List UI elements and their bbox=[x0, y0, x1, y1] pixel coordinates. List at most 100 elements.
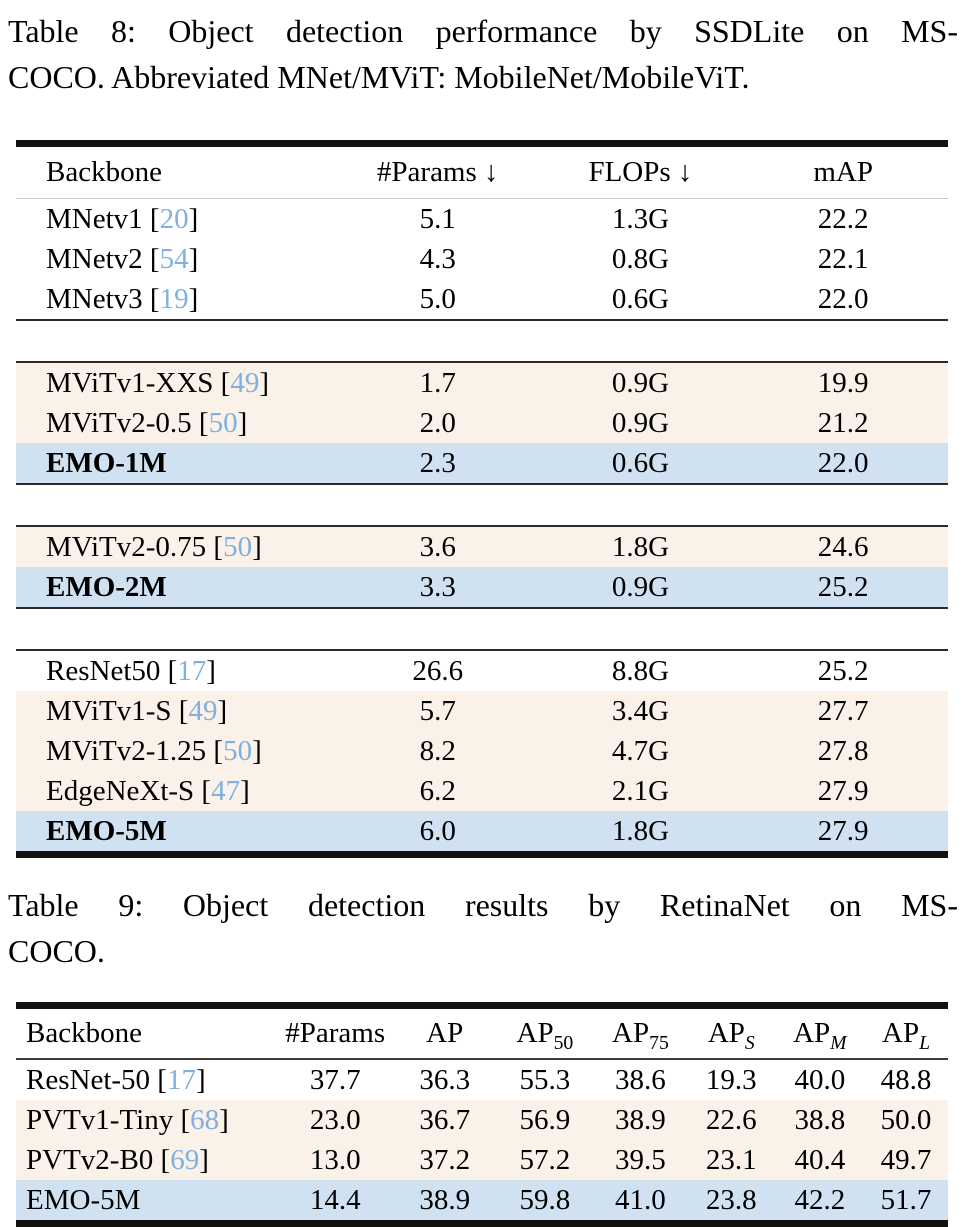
citation-link[interactable]: 47 bbox=[211, 774, 241, 807]
table-row-mvitv2-05: MViTv2-0.5 [50] 2.0 0.9G 21.2 bbox=[16, 403, 948, 444]
cell-flops: 3.4G bbox=[611, 694, 670, 727]
cell-params: 6.0 bbox=[419, 814, 456, 847]
backbone-label: ResNet-50 [ bbox=[26, 1063, 167, 1096]
cell-backbone: MViTv1-S [49] bbox=[16, 691, 333, 731]
table-ssdlite-results: Backbone #Params ↓ FLOPs ↓ mAP MNetv1 [2… bbox=[16, 140, 948, 859]
table-retinanet-results: Backbone #Params AP AP50 AP75 APS APM AP… bbox=[16, 1002, 948, 1227]
cell-ap: 37.2 bbox=[419, 1143, 471, 1176]
cell-map: 22.0 bbox=[817, 446, 869, 479]
table-row-emo-1m: EMO-1M 2.3 0.6G 22.0 bbox=[16, 443, 948, 485]
table-row-edgenext-s: EdgeNeXt-S [47] 6.2 2.1G 27.9 bbox=[16, 771, 948, 812]
cell-backbone: EMO-5M bbox=[16, 811, 333, 855]
backbone-label: MViTv1-XXS [ bbox=[46, 366, 231, 399]
cell-apm: 40.4 bbox=[794, 1143, 846, 1176]
backbone-label: MViTv2-0.5 [ bbox=[46, 406, 209, 439]
column-header-ap50: AP50 bbox=[495, 1005, 594, 1061]
cell-params: 23.0 bbox=[309, 1103, 361, 1136]
cell-params: 2.3 bbox=[419, 446, 456, 479]
cell-backbone: MNetv1 [20] bbox=[16, 199, 333, 240]
cell-flops: 0.9G bbox=[611, 366, 670, 399]
table8-header-row: Backbone #Params ↓ FLOPs ↓ mAP bbox=[16, 143, 948, 200]
citation-link[interactable]: 68 bbox=[190, 1103, 220, 1136]
cell-map: 19.9 bbox=[817, 366, 869, 399]
cell-apm: 40.0 bbox=[794, 1063, 846, 1096]
table-row-mvitv1-xxs: MViTv1-XXS [49] 1.7 0.9G 19.9 bbox=[16, 362, 948, 404]
cell-backbone: ResNet-50 [17] bbox=[16, 1059, 277, 1100]
cell-params: 4.3 bbox=[419, 242, 456, 275]
cell-apm: 38.8 bbox=[794, 1103, 846, 1136]
backbone-label: MViTv2-0.75 [ bbox=[46, 530, 224, 563]
cell-flops: 0.9G bbox=[611, 406, 670, 439]
cell-flops: 1.8G bbox=[611, 814, 670, 847]
cell-ap50: 57.2 bbox=[519, 1143, 571, 1176]
column-header-apl: APL bbox=[864, 1005, 948, 1061]
citation-link[interactable]: 17 bbox=[166, 1063, 196, 1096]
cell-ap: 38.9 bbox=[419, 1183, 471, 1216]
table9-header-row: Backbone #Params AP AP50 AP75 APS APM AP… bbox=[16, 1005, 948, 1061]
citation-link[interactable]: 49 bbox=[188, 694, 218, 727]
cell-map: 21.2 bbox=[817, 406, 869, 439]
backbone-label-end: ] bbox=[188, 202, 199, 235]
table8-caption-line2: COCO. Abbreviated MNet/MViT: MobileNet/M… bbox=[8, 59, 750, 96]
cell-backbone: MNetv3 [19] bbox=[16, 279, 333, 320]
citation-link[interactable]: 54 bbox=[159, 242, 189, 275]
cell-flops: 0.6G bbox=[611, 446, 670, 479]
table-row-resnet50: ResNet50 [17] 26.6 8.8G 25.2 bbox=[16, 650, 948, 692]
citation-link[interactable]: 20 bbox=[159, 202, 189, 235]
cell-backbone: EMO-5M bbox=[16, 1180, 277, 1224]
cell-backbone: EMO-1M bbox=[16, 443, 333, 484]
cell-flops: 1.8G bbox=[611, 530, 670, 563]
cell-params: 6.2 bbox=[419, 774, 456, 807]
citation-link[interactable]: 50 bbox=[223, 734, 253, 767]
cell-map: 22.0 bbox=[817, 282, 869, 315]
column-header-map: mAP bbox=[738, 143, 948, 200]
backbone-label: MNetv3 [ bbox=[46, 282, 160, 315]
column-header-aps: APS bbox=[687, 1005, 776, 1061]
citation-link[interactable]: 50 bbox=[208, 406, 238, 439]
cell-params: 5.1 bbox=[419, 202, 456, 235]
cell-map: 27.9 bbox=[817, 814, 869, 847]
citation-link[interactable]: 50 bbox=[223, 530, 253, 563]
table-row-mvitv2-075: MViTv2-0.75 [50] 3.6 1.8G 24.6 bbox=[16, 526, 948, 568]
cell-flops: 0.6G bbox=[611, 282, 670, 315]
cell-backbone: MNetv2 [54] bbox=[16, 239, 333, 279]
backbone-label-end: ] bbox=[188, 282, 199, 315]
citation-link[interactable]: 19 bbox=[159, 282, 189, 315]
cell-params: 26.6 bbox=[412, 654, 464, 687]
table-row-emo-5m: EMO-5M 14.4 38.9 59.8 41.0 23.8 42.2 51.… bbox=[16, 1180, 948, 1224]
citation-link[interactable]: 69 bbox=[170, 1143, 200, 1176]
table-row-mnetv1: MNetv1 [20] 5.1 1.3G 22.2 bbox=[16, 198, 948, 240]
cell-backbone: PVTv2-B0 [69] bbox=[16, 1140, 277, 1180]
backbone-label: PVTv1-Tiny [ bbox=[26, 1103, 191, 1136]
backbone-label: EMO-1M bbox=[46, 446, 167, 479]
cell-map: 27.7 bbox=[817, 694, 869, 727]
backbone-label-end: ] bbox=[252, 734, 262, 767]
cell-apl: 48.8 bbox=[880, 1063, 932, 1096]
backbone-label: EMO-2M bbox=[46, 570, 167, 603]
backbone-label: EMO-5M bbox=[46, 814, 167, 847]
cell-map: 22.1 bbox=[817, 242, 869, 275]
backbone-label: PVTv2-B0 [ bbox=[26, 1143, 171, 1176]
cell-params: 8.2 bbox=[419, 734, 456, 767]
cell-ap50: 55.3 bbox=[519, 1063, 571, 1096]
cell-backbone: EdgeNeXt-S [47] bbox=[16, 771, 333, 811]
backbone-label-end: ] bbox=[206, 654, 216, 687]
citation-link[interactable]: 49 bbox=[230, 366, 260, 399]
citation-link[interactable]: 17 bbox=[177, 654, 207, 687]
table-row-mvitv2-125: MViTv2-1.25 [50] 8.2 4.7G 27.8 bbox=[16, 731, 948, 772]
cell-params: 37.7 bbox=[309, 1063, 361, 1096]
cell-apl: 50.0 bbox=[880, 1103, 932, 1136]
cell-ap: 36.3 bbox=[419, 1063, 471, 1096]
cell-backbone: PVTv1-Tiny [68] bbox=[16, 1100, 277, 1140]
cell-map: 27.9 bbox=[817, 774, 869, 807]
backbone-label: EdgeNeXt-S [ bbox=[46, 774, 212, 807]
section-divider bbox=[16, 607, 948, 652]
cell-flops: 0.8G bbox=[611, 242, 670, 275]
cell-flops: 0.9G bbox=[611, 570, 670, 603]
cell-ap50: 56.9 bbox=[519, 1103, 571, 1136]
cell-params: 3.3 bbox=[419, 570, 456, 603]
backbone-label-end: ] bbox=[195, 1063, 206, 1096]
table-row-mnetv3: MNetv3 [19] 5.0 0.6G 22.0 bbox=[16, 279, 948, 321]
table-row-emo-5m: EMO-5M 6.0 1.8G 27.9 bbox=[16, 811, 948, 855]
cell-params: 1.7 bbox=[419, 366, 456, 399]
